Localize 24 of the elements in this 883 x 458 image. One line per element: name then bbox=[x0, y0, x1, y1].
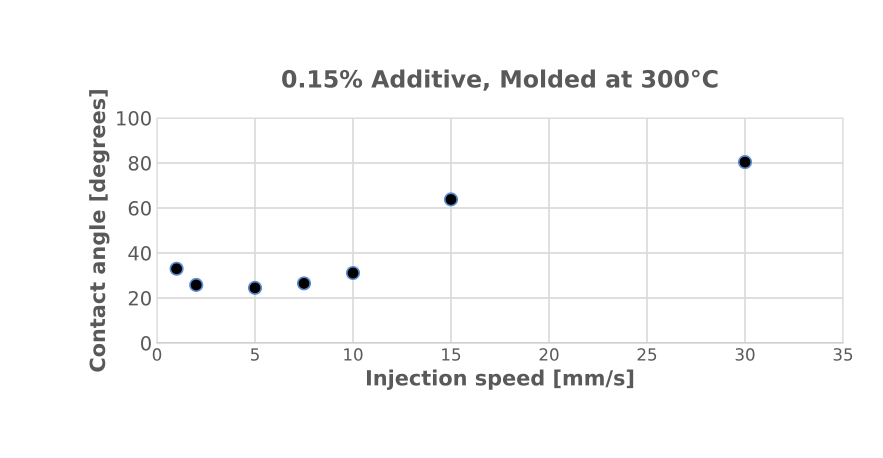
x-tick-label: 20 bbox=[540, 348, 558, 361]
y-tick-label: 20 bbox=[128, 290, 151, 306]
y-axis-title: Contact angle [degrees] bbox=[89, 90, 110, 372]
chart-title: 0.15% Additive, Molded at 300°C bbox=[282, 70, 718, 91]
x-tick-label: 10 bbox=[344, 348, 362, 361]
point bbox=[444, 192, 458, 206]
x-tick-label: 15 bbox=[442, 348, 460, 361]
x-axis-title: Injection speed [mm/s] bbox=[366, 370, 634, 390]
point bbox=[248, 280, 262, 295]
y-tick-label: 60 bbox=[128, 200, 151, 216]
x-tick-label: 35 bbox=[834, 348, 852, 361]
x-tick-label: 30 bbox=[736, 348, 754, 361]
x-tick-label: 25 bbox=[638, 348, 656, 361]
y-tick-label: 100 bbox=[117, 110, 151, 126]
y-tick-label: 40 bbox=[128, 246, 151, 261]
x-tick-label: 5 bbox=[250, 348, 259, 361]
point bbox=[738, 155, 752, 170]
point bbox=[346, 266, 360, 280]
y-tick-label: 80 bbox=[128, 156, 151, 171]
point bbox=[189, 278, 204, 292]
x-tick-label: 0 bbox=[152, 348, 162, 361]
y-tick-label: 0 bbox=[141, 336, 151, 351]
point bbox=[170, 262, 184, 276]
point bbox=[296, 276, 312, 290]
